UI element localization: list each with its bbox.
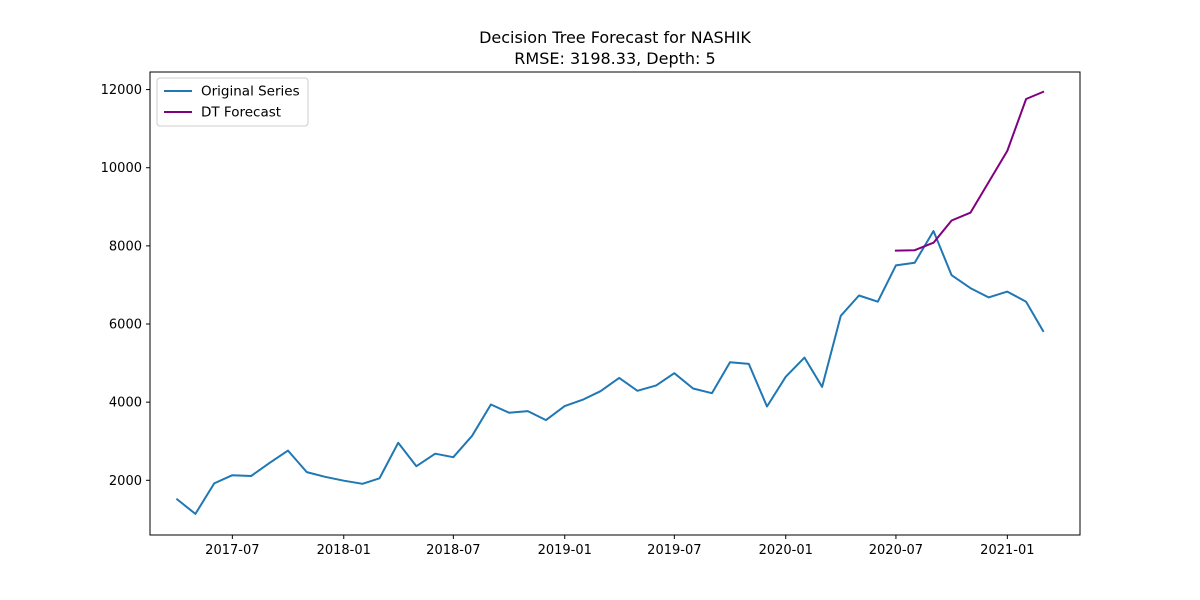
plot-frame: [149, 71, 1081, 536]
x-tick-label: 2018-01: [317, 543, 371, 558]
y-tick-label: 2000: [109, 474, 142, 489]
legend-box: [156, 77, 309, 127]
y-tick-label: 6000: [109, 318, 142, 333]
legend: Original Series DT Forecast: [156, 77, 309, 127]
y-tick-label: 12000: [101, 83, 142, 98]
series-line-original-series: [175, 230, 1045, 515]
x-tick-label: 2020-01: [759, 543, 813, 558]
y-tick-label: 4000: [109, 396, 142, 411]
x-tick-label: 2017-07: [205, 543, 259, 558]
y-tick-label: 8000: [109, 239, 142, 254]
legend-label-original-series: Original Series: [201, 84, 300, 100]
x-tick-label: 2019-07: [647, 543, 701, 558]
x-tick-label: 2021-01: [980, 543, 1034, 558]
legend-label-dt-forecast: DT Forecast: [201, 105, 281, 121]
chart-title: Decision Tree Forecast for NASHIK: [479, 28, 751, 47]
x-tick-label: 2020-07: [869, 543, 923, 558]
chart-subtitle: RMSE: 3198.33, Depth: 5: [514, 49, 715, 68]
series-line-dt-forecast: [894, 90, 1045, 252]
axes-layer: 2017-07 2018-01 2018-07 2019-01 2019-07 2020-…: [101, 71, 1081, 558]
series-layer: [175, 90, 1045, 515]
x-tick-label: 2019-01: [538, 543, 592, 558]
y-tick-label: 10000: [101, 161, 142, 176]
x-tick-label: 2018-07: [426, 543, 480, 558]
